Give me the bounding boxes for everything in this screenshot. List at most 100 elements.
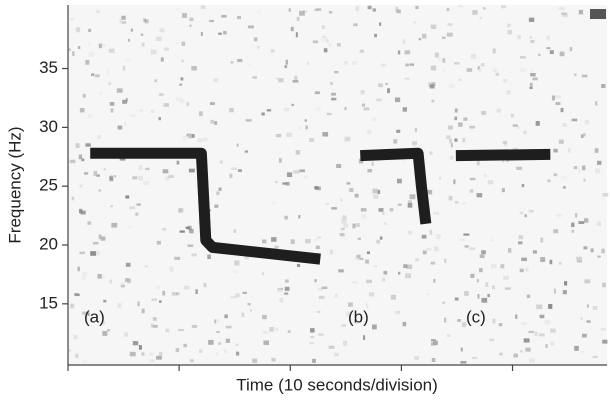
speckle <box>532 77 538 81</box>
speckle <box>312 358 316 363</box>
speckle <box>367 169 373 173</box>
speckle <box>454 116 458 121</box>
speckle <box>485 282 489 287</box>
speckle <box>261 272 265 276</box>
speckle <box>235 351 240 356</box>
speckle <box>515 314 518 319</box>
speckle <box>127 278 132 284</box>
speckle <box>176 292 180 296</box>
speckle <box>329 81 334 85</box>
speckle <box>79 251 86 255</box>
speckle <box>237 16 242 20</box>
speckle <box>261 112 265 116</box>
speckle <box>342 215 347 220</box>
speckle <box>210 119 214 124</box>
speckle <box>597 255 601 258</box>
speckle <box>365 303 369 309</box>
speckle <box>407 200 412 204</box>
speckle <box>165 176 170 181</box>
speckle <box>549 259 553 265</box>
speckle <box>358 158 364 164</box>
speckle <box>493 68 497 73</box>
speckle <box>274 245 279 249</box>
speckle <box>409 194 416 200</box>
speckle <box>198 111 203 117</box>
speckle <box>235 293 240 298</box>
speckle <box>481 297 488 303</box>
speckle <box>129 206 136 210</box>
speckle <box>132 176 138 180</box>
speckle <box>136 203 141 206</box>
speckle <box>376 98 382 102</box>
speckle <box>345 311 351 317</box>
speckle <box>334 70 339 74</box>
speckle <box>103 168 107 171</box>
speckle <box>158 352 163 356</box>
speckle <box>580 134 584 138</box>
speckle <box>396 178 402 184</box>
speckle <box>90 251 97 256</box>
speckle <box>501 188 505 193</box>
speckle <box>125 58 131 63</box>
speckle <box>78 208 83 214</box>
speckle <box>109 279 112 284</box>
speckle <box>592 306 598 310</box>
speckle <box>249 309 253 312</box>
speckle <box>247 303 251 306</box>
speckle <box>517 35 521 40</box>
speckle <box>355 320 359 324</box>
speckle <box>430 339 436 342</box>
speckle <box>318 295 325 300</box>
speckle <box>346 182 351 185</box>
speckle <box>156 285 161 290</box>
speckle <box>521 183 525 188</box>
speckle <box>481 250 486 255</box>
speckle <box>516 166 523 170</box>
speckle <box>341 218 347 224</box>
speckle <box>372 324 377 330</box>
speckle <box>454 297 459 301</box>
speckle <box>602 192 609 197</box>
speckle <box>109 48 115 53</box>
speckle <box>185 226 191 229</box>
speckle <box>308 342 315 345</box>
speckle <box>583 133 586 137</box>
speckle <box>209 19 214 23</box>
speckle <box>469 177 476 181</box>
speckle <box>409 63 415 66</box>
speckle <box>553 288 556 294</box>
speckle <box>540 257 546 263</box>
speckle <box>600 327 607 331</box>
speckle <box>151 298 158 301</box>
speckle <box>553 173 558 177</box>
speckle <box>150 109 155 113</box>
speckle <box>558 139 564 144</box>
speckle <box>562 123 568 127</box>
speckle <box>329 249 333 255</box>
speckle <box>472 356 478 360</box>
speckle <box>68 48 71 51</box>
speckle <box>560 107 564 113</box>
speckle <box>556 214 563 217</box>
speckle <box>132 341 139 346</box>
speckle <box>295 32 298 38</box>
speckle <box>96 10 100 13</box>
speckle <box>135 212 139 216</box>
speckle <box>378 208 384 212</box>
speckle <box>575 213 578 218</box>
speckle <box>559 51 565 57</box>
speckle <box>500 264 505 269</box>
speckle <box>144 19 149 24</box>
speckle <box>125 278 129 282</box>
speckle <box>130 28 134 32</box>
speckle <box>421 234 427 239</box>
speckle <box>469 247 475 250</box>
speckle <box>431 358 436 362</box>
speckle <box>510 113 515 118</box>
speckle <box>429 151 433 155</box>
speckle <box>530 39 535 44</box>
speckle <box>129 351 136 357</box>
speckle <box>235 343 239 346</box>
speckle <box>492 48 496 54</box>
speckle <box>357 237 361 240</box>
